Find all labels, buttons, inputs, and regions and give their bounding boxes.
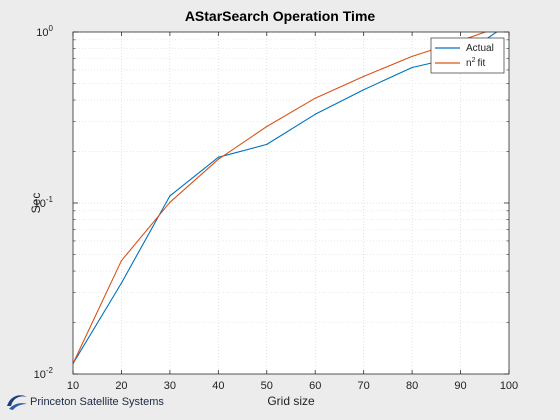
- y-tick-base: 10: [36, 27, 48, 39]
- data-point-actual: [266, 144, 267, 145]
- y-tick-exponent: 0: [49, 24, 54, 33]
- data-point-actual: [363, 89, 364, 90]
- data-point-fit: [169, 202, 170, 203]
- data-point-fit: [315, 98, 316, 99]
- data-point-actual: [169, 195, 170, 196]
- data-point-fit: [412, 56, 413, 57]
- plot-area: [73, 32, 509, 374]
- data-point-actual: [121, 283, 122, 284]
- y-axis-label: Sec: [29, 193, 43, 214]
- x-tick-label: 80: [406, 380, 418, 392]
- x-tick-label: 60: [309, 380, 321, 392]
- legend-label-actual: Actual: [466, 43, 494, 54]
- legend-label-fit-sup: 2: [472, 57, 476, 64]
- x-tick-label: 30: [164, 380, 176, 392]
- brand: Princeton Satellite Systems: [6, 392, 164, 412]
- data-point-actual: [412, 67, 413, 68]
- legend: Actual n2 fit: [431, 38, 504, 73]
- data-point-actual: [315, 114, 316, 115]
- x-tick-label: 100: [500, 380, 518, 392]
- y-tick-exponent: -1: [46, 195, 54, 204]
- x-tick-label: 10: [67, 380, 79, 392]
- data-point-fit: [218, 159, 219, 160]
- x-tick-label: 50: [261, 380, 273, 392]
- data-point-fit: [121, 260, 122, 261]
- data-point-actual: [218, 157, 219, 158]
- x-tick-label: 40: [212, 380, 224, 392]
- chart-title: AStarSearch Operation Time: [185, 8, 376, 24]
- brand-name: Princeton Satellite Systems: [30, 396, 164, 408]
- data-point-fit: [363, 76, 364, 77]
- legend-label-fit-name: fit: [477, 58, 485, 69]
- x-tick-label: 90: [454, 380, 466, 392]
- x-axis-label: Grid size: [267, 394, 315, 408]
- y-tick-base: 10: [34, 369, 46, 381]
- psss-swoosh-logo-icon: [6, 392, 28, 412]
- x-tick-label: 20: [115, 380, 127, 392]
- data-point-fit: [266, 126, 267, 127]
- x-tick-label: 70: [358, 380, 370, 392]
- y-tick-exponent: -2: [46, 366, 54, 375]
